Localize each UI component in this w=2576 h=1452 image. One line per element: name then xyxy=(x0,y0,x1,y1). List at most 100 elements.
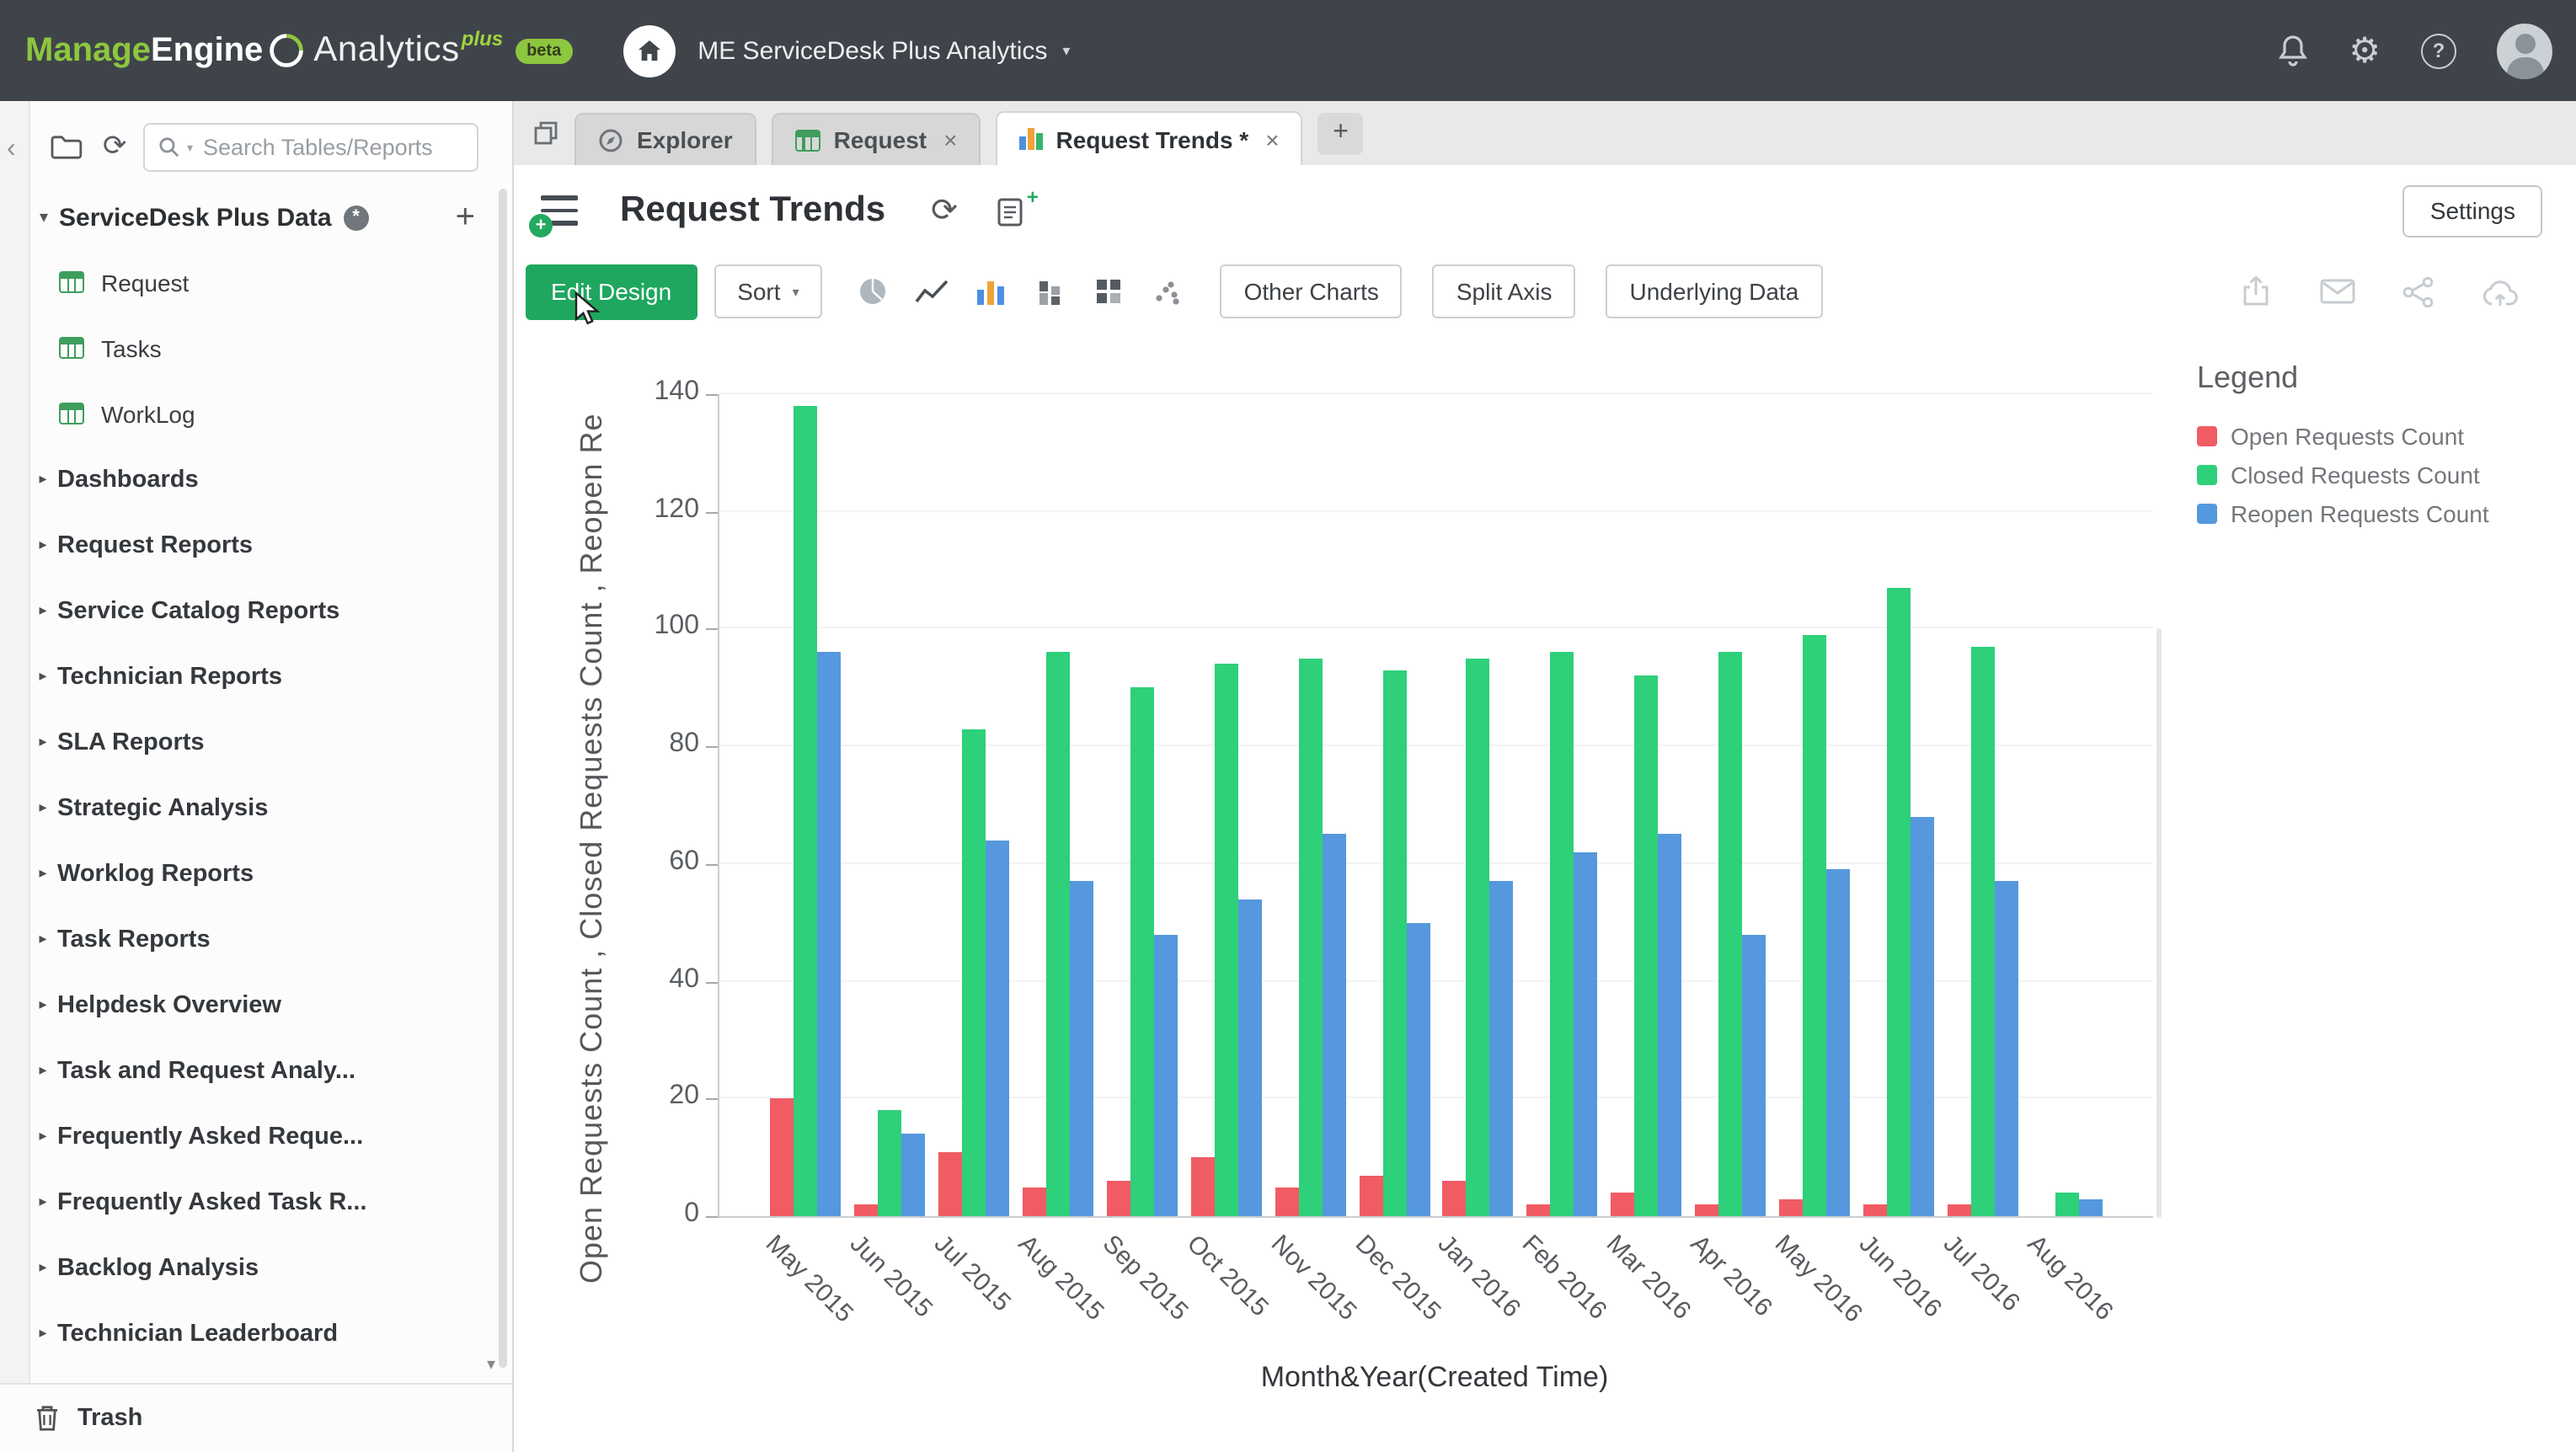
email-icon[interactable] xyxy=(2320,278,2355,305)
scroll-down-icon[interactable]: ▾ xyxy=(486,1356,495,1375)
pie-chart-icon[interactable] xyxy=(850,269,895,314)
legend-item[interactable]: Closed Requests Count xyxy=(2197,455,2576,494)
settings-button[interactable]: Settings xyxy=(2402,184,2542,237)
search-input[interactable] xyxy=(200,133,463,162)
sidebar-scrollbar[interactable] xyxy=(499,189,507,1368)
bar-closed-requests-count[interactable] xyxy=(877,1110,901,1216)
bar-open-requests-count[interactable] xyxy=(1275,1187,1299,1216)
chart-scrollbar[interactable] xyxy=(2156,628,2162,1218)
sidebar-table-request[interactable]: Request xyxy=(29,249,499,315)
underlying-data-button[interactable]: Underlying Data xyxy=(1606,264,1823,318)
bar-reopen-requests-count[interactable] xyxy=(1322,834,1346,1216)
help-icon[interactable]: ? xyxy=(2421,33,2456,68)
bar-reopen-requests-count[interactable] xyxy=(1658,834,1682,1216)
sidebar-folder[interactable]: ▸ Technician Reports xyxy=(29,643,499,709)
sidebar-folder[interactable]: ▸ SLA Reports xyxy=(29,709,499,775)
bar-closed-requests-count[interactable] xyxy=(1803,634,1827,1216)
bar-closed-requests-count[interactable] xyxy=(1214,664,1238,1216)
bar-closed-requests-count[interactable] xyxy=(1130,687,1154,1216)
tab-request-trends[interactable]: Request Trends * × xyxy=(996,111,1303,165)
bar-open-requests-count[interactable] xyxy=(1022,1187,1046,1216)
bar-open-requests-count[interactable] xyxy=(938,1151,962,1216)
bar-reopen-requests-count[interactable] xyxy=(1069,881,1093,1216)
bar-reopen-requests-count[interactable] xyxy=(901,1134,925,1216)
bar-open-requests-count[interactable] xyxy=(853,1204,878,1216)
sidebar-folder[interactable]: ▸ Service Catalog Reports xyxy=(29,578,499,643)
bar-reopen-requests-count[interactable] xyxy=(1574,851,1598,1216)
bar-chart-icon[interactable] xyxy=(968,269,1013,314)
user-avatar[interactable] xyxy=(2497,23,2552,78)
tab-request[interactable]: Request × xyxy=(771,113,981,165)
bar-open-requests-count[interactable] xyxy=(1190,1157,1215,1216)
close-icon[interactable]: × xyxy=(943,126,958,153)
sidebar-folder[interactable]: ▸ Task Reports xyxy=(29,906,499,972)
sidebar-collapse-rail[interactable]: ‹ xyxy=(0,101,30,1452)
legend-item[interactable]: Reopen Requests Count xyxy=(2197,494,2576,532)
legend-item[interactable]: Open Requests Count xyxy=(2197,416,2576,455)
bar-open-requests-count[interactable] xyxy=(1106,1181,1130,1216)
bar-closed-requests-count[interactable] xyxy=(1045,652,1070,1216)
sidebar-table-tasks[interactable]: Tasks xyxy=(29,315,499,381)
new-tab-button[interactable]: + xyxy=(1317,112,1364,154)
folder-icon[interactable] xyxy=(51,135,83,160)
bar-open-requests-count[interactable] xyxy=(769,1098,794,1216)
tab-explorer[interactable]: Explorer xyxy=(575,113,756,165)
bar-open-requests-count[interactable] xyxy=(1611,1193,1635,1216)
add-button[interactable]: + xyxy=(455,198,475,235)
sidebar-folder[interactable]: ▸ Backlog Analysis xyxy=(29,1235,499,1300)
bar-open-requests-count[interactable] xyxy=(1948,1204,1972,1216)
bar-closed-requests-count[interactable] xyxy=(1971,646,1996,1216)
home-button[interactable] xyxy=(623,24,676,77)
bar-reopen-requests-count[interactable] xyxy=(1995,881,2019,1216)
bar-reopen-requests-count[interactable] xyxy=(1742,934,1766,1216)
bar-reopen-requests-count[interactable] xyxy=(1826,869,1851,1216)
refresh-icon[interactable]: ⟳ xyxy=(931,193,958,228)
cloud-upload-icon[interactable] xyxy=(2482,277,2519,306)
edit-design-button[interactable]: Edit Design xyxy=(526,264,697,319)
settings-gear-icon[interactable]: ⚙ xyxy=(2349,31,2381,70)
sidebar-folder[interactable]: ▸ Strategic Analysis xyxy=(29,775,499,841)
sidebar-folder[interactable]: ▸ Worklog Reports xyxy=(29,841,499,906)
export-icon[interactable] xyxy=(2239,275,2273,308)
sidebar-folder[interactable]: ▸ Helpdesk Overview xyxy=(29,972,499,1038)
trash[interactable]: Trash xyxy=(0,1383,512,1452)
bar-open-requests-count[interactable] xyxy=(1695,1204,1719,1216)
sidebar-folder[interactable]: ▸ Task and Request Analy... xyxy=(29,1038,499,1103)
bar-open-requests-count[interactable] xyxy=(1359,1175,1383,1216)
bar-open-requests-count[interactable] xyxy=(1863,1204,1888,1216)
workspace-selector[interactable]: ME ServiceDesk Plus Analytics ▾ xyxy=(697,36,1070,65)
bar-closed-requests-count[interactable] xyxy=(1718,652,1743,1216)
bar-open-requests-count[interactable] xyxy=(1779,1198,1804,1216)
matrix-chart-icon[interactable] xyxy=(1086,269,1131,314)
bar-closed-requests-count[interactable] xyxy=(2055,1193,2080,1216)
report-list-toggle[interactable]: + xyxy=(529,195,578,238)
scatter-chart-icon[interactable] xyxy=(1145,269,1190,314)
bar-closed-requests-count[interactable] xyxy=(1298,658,1323,1216)
bar-reopen-requests-count[interactable] xyxy=(2079,1198,2103,1216)
bar-closed-requests-count[interactable] xyxy=(793,406,817,1216)
sidebar-folder[interactable]: ▸ Frequently Asked Task R... xyxy=(29,1169,499,1235)
split-axis-button[interactable]: Split Axis xyxy=(1432,264,1576,318)
sidebar-table-worklog[interactable]: WorkLog xyxy=(29,381,499,446)
sidebar-folder[interactable]: ▸ Dashboards xyxy=(29,446,499,512)
stacked-bar-chart-icon[interactable] xyxy=(1027,269,1072,314)
workspace-root-item[interactable]: ▾ ServiceDesk Plus Data * + xyxy=(29,185,499,249)
bar-closed-requests-count[interactable] xyxy=(1466,658,1490,1216)
bar-closed-requests-count[interactable] xyxy=(961,729,986,1216)
tab-list-icon[interactable] xyxy=(534,121,558,145)
refresh-icon[interactable]: ⟳ xyxy=(103,130,127,162)
bar-open-requests-count[interactable] xyxy=(1442,1181,1467,1216)
bar-closed-requests-count[interactable] xyxy=(1634,675,1659,1216)
line-chart-icon[interactable] xyxy=(909,269,954,314)
bar-open-requests-count[interactable] xyxy=(1526,1204,1551,1216)
bar-reopen-requests-count[interactable] xyxy=(816,652,841,1216)
notifications-button[interactable] xyxy=(2278,34,2308,67)
bar-reopen-requests-count[interactable] xyxy=(1406,922,1430,1216)
bar-reopen-requests-count[interactable] xyxy=(985,840,1009,1216)
sidebar-folder[interactable]: ▸ Request Reports xyxy=(29,512,499,578)
sidebar-folder[interactable]: ▸ Frequently Asked Reque... xyxy=(29,1103,499,1169)
bar-reopen-requests-count[interactable] xyxy=(1153,934,1178,1216)
share-icon[interactable] xyxy=(2402,275,2434,307)
bar-closed-requests-count[interactable] xyxy=(1550,652,1574,1216)
export-report-icon[interactable]: + xyxy=(998,184,1039,227)
